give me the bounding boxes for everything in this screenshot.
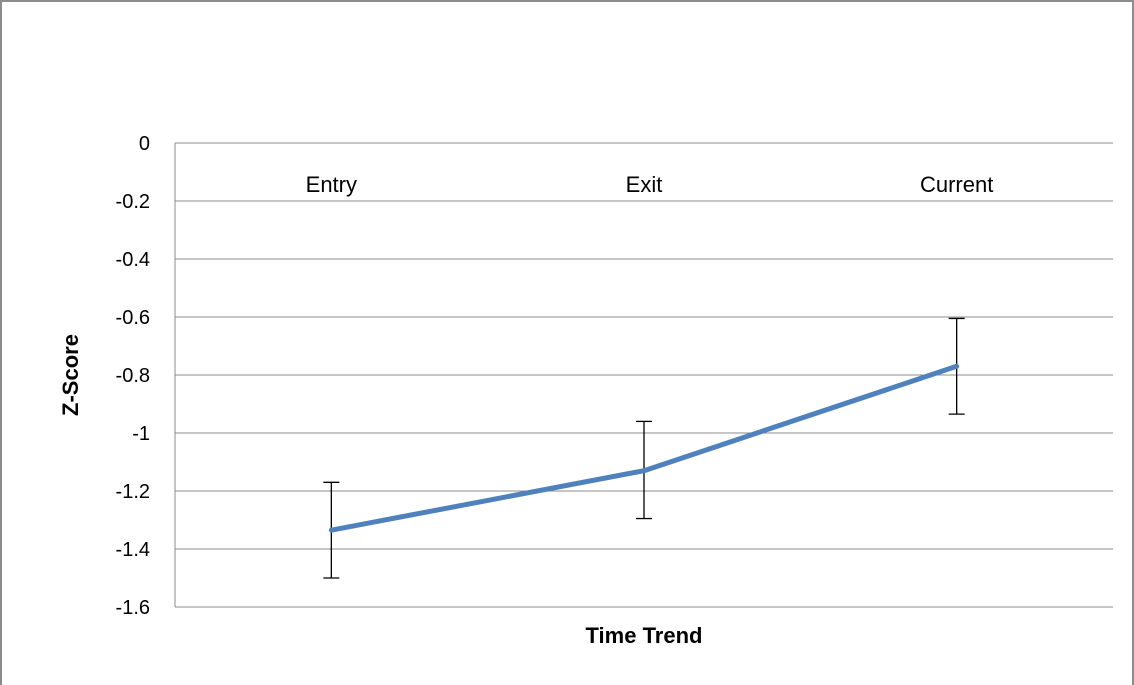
gridlines bbox=[174, 142, 1113, 608]
y-tick-label: -0.4 bbox=[116, 249, 150, 271]
x-axis-title: Time Trend bbox=[586, 623, 703, 648]
y-tick-label: -1.6 bbox=[116, 597, 150, 619]
y-tick-label: 0 bbox=[139, 133, 150, 155]
series-line bbox=[328, 363, 960, 533]
y-tick-label: -1.4 bbox=[116, 539, 150, 561]
y-tick-label: -0.8 bbox=[116, 365, 150, 387]
category-label: Entry bbox=[306, 172, 357, 197]
y-tick-label: -0.6 bbox=[116, 307, 150, 329]
y-tick-label: -1.2 bbox=[116, 481, 150, 503]
category-label: Current bbox=[920, 172, 993, 197]
y-axis-ticks: 0 -0.2 -0.4 -0.6 -0.8 -1 -1.2 -1.4 -1.6 bbox=[116, 133, 150, 619]
y-tick-label: -1 bbox=[132, 423, 150, 445]
category-label: Exit bbox=[626, 172, 663, 197]
error-bars bbox=[323, 317, 965, 579]
series-lines bbox=[328, 363, 960, 533]
y-tick-label: -0.2 bbox=[116, 191, 150, 213]
y-axis-title: Z-Score bbox=[58, 334, 83, 416]
category-labels: Entry Exit Current bbox=[306, 172, 994, 197]
